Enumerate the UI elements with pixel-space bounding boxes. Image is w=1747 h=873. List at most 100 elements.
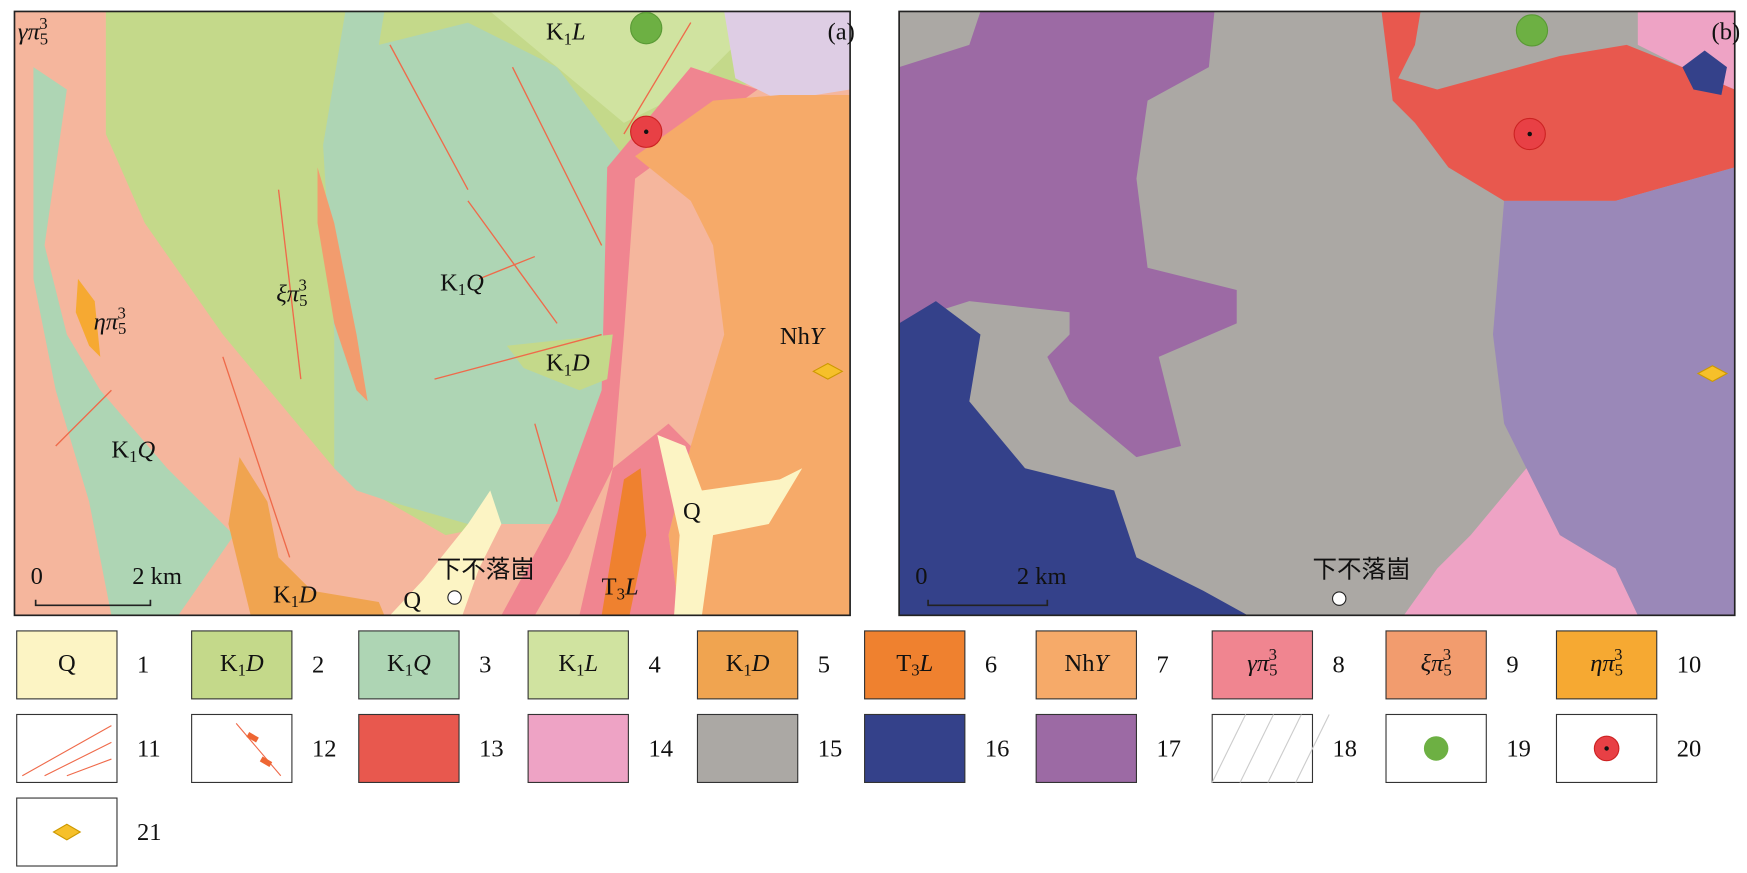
legend-number: 12 — [312, 735, 336, 762]
scale-label: 2 km — [132, 563, 182, 590]
scale-label: 2 km — [1017, 563, 1067, 590]
label-part: 3 — [39, 14, 47, 33]
hatch — [1267, 714, 1302, 783]
label: NhY — [780, 323, 826, 350]
label-part: K — [440, 269, 458, 296]
region — [317, 167, 368, 402]
label-part: 3 — [911, 660, 919, 679]
legend-number: 6 — [985, 652, 997, 679]
label-part: 1 — [405, 660, 413, 679]
region — [724, 11, 851, 101]
label: Q — [683, 497, 701, 524]
label-part: T — [896, 650, 911, 677]
label: γπ53 — [18, 14, 48, 49]
label-part: 1 — [129, 447, 137, 466]
legend-swatch — [1211, 713, 1314, 784]
symbol-19 — [1423, 736, 1449, 761]
region — [601, 468, 647, 616]
label-part: 3 — [617, 584, 625, 603]
legend-number: 7 — [1156, 652, 1168, 679]
scale-bar — [927, 599, 1049, 607]
panel-tag: (a) — [828, 18, 855, 45]
legend-swatch — [1555, 630, 1658, 700]
legend-number: 13 — [479, 735, 503, 762]
label: K1Q — [387, 650, 431, 680]
label: T3L — [602, 573, 639, 603]
label: K1D — [546, 349, 590, 379]
label-part: 3 — [299, 275, 307, 294]
legend-swatch — [16, 713, 118, 784]
label: K1D — [726, 650, 770, 680]
legend-number: 17 — [1156, 735, 1181, 762]
scale-label: 0 — [31, 563, 43, 590]
label-part: K — [273, 581, 291, 608]
label-part: 5 — [1269, 660, 1277, 679]
label-part: Nh — [1065, 650, 1095, 677]
legend-swatch — [864, 713, 966, 784]
place-marker — [447, 590, 462, 605]
label-part: Y — [810, 323, 826, 350]
fault-tick — [246, 732, 259, 743]
map-a — [13, 10, 851, 617]
legend-number: 8 — [1333, 652, 1345, 679]
label-part: 3 — [117, 303, 125, 322]
label-part: ηπ — [1590, 650, 1615, 677]
label-part: K — [220, 650, 238, 677]
dot — [1604, 746, 1609, 751]
label: ξπ53 — [1421, 645, 1452, 680]
legend-swatch — [16, 630, 118, 700]
fault-line — [66, 758, 112, 777]
symbol-21 — [812, 362, 844, 380]
faults — [55, 22, 692, 558]
hatch — [1239, 714, 1274, 783]
place-name: 下不落崮 — [1313, 555, 1411, 583]
frame — [898, 10, 1736, 617]
dot — [643, 129, 649, 135]
fault-line — [235, 723, 282, 777]
label-part: K — [558, 650, 576, 677]
fault-tick — [259, 756, 273, 767]
legend-swatch — [1035, 630, 1137, 700]
legend-number: 14 — [648, 735, 673, 762]
label-part: Q — [137, 436, 155, 463]
label-part: K — [111, 436, 129, 463]
label: K1D — [273, 581, 317, 611]
label-part: D — [245, 650, 264, 677]
label-part: L — [624, 573, 639, 600]
label-part: ξπ — [1421, 650, 1444, 677]
legend-swatch — [191, 713, 293, 784]
legend-number: 5 — [818, 652, 830, 679]
symbol-21 — [52, 823, 82, 841]
label-part: 1 — [291, 592, 299, 611]
legend-number: 15 — [818, 735, 843, 762]
legend-swatch — [864, 630, 966, 700]
legend-swatch — [696, 713, 799, 784]
scale-label: 0 — [915, 563, 927, 590]
label-part: 1 — [458, 280, 466, 299]
legend-number: 16 — [985, 735, 1010, 762]
label: ξπ53 — [276, 275, 307, 310]
label: γπ53 — [1247, 645, 1277, 680]
legend-number: 3 — [479, 652, 491, 679]
label-part: 1 — [576, 660, 584, 679]
label: K1Q — [440, 269, 484, 299]
legend-swatch — [1211, 630, 1314, 700]
label-part: 5 — [1615, 660, 1623, 679]
label-part: L — [919, 650, 934, 677]
label-part: Q — [403, 587, 421, 614]
label: ηπ53 — [1590, 645, 1623, 680]
label-part: Q — [466, 269, 484, 296]
legend-number: 4 — [648, 652, 660, 679]
label: ηπ53 — [94, 303, 127, 338]
dot — [1527, 131, 1532, 137]
label: T3L — [896, 650, 933, 680]
symbol-21 — [1696, 365, 1729, 382]
legend-swatch — [191, 630, 293, 700]
place-marker — [1331, 591, 1347, 606]
label: Q — [58, 650, 76, 677]
label-part: 1 — [238, 660, 246, 679]
region — [899, 301, 1248, 616]
hatch — [1295, 714, 1330, 783]
